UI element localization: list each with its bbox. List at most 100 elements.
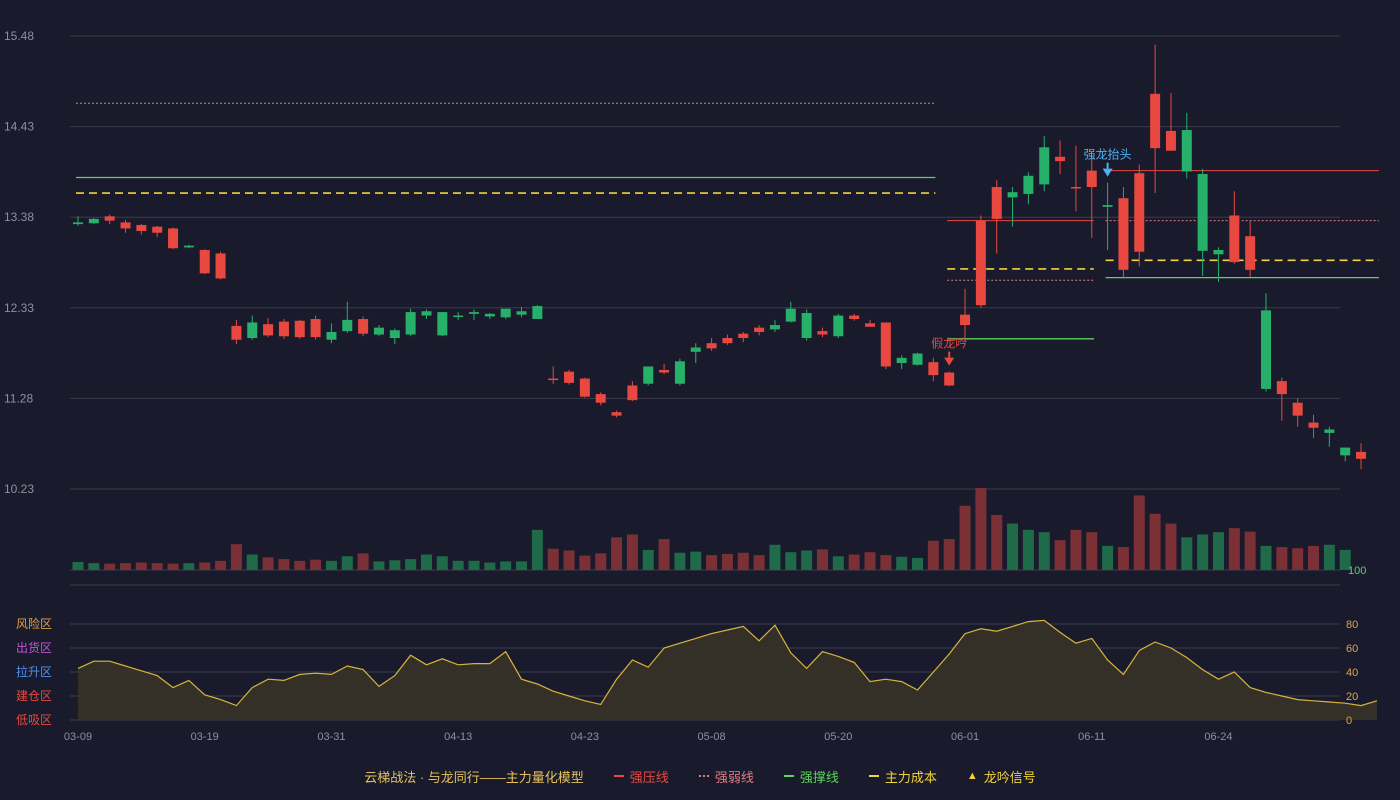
candle-body (104, 216, 115, 221)
candle-body (991, 187, 1002, 219)
candle-body (1229, 215, 1240, 263)
price-tick-label: 13.38 (4, 210, 34, 224)
candle-body (215, 253, 226, 279)
volume-axis-label: 100 (1348, 565, 1366, 577)
candle-body (975, 220, 986, 306)
axis-labels: 15.48 14.43 13.38 12.33 11.28 10.23 80 风险区 60 出货区… (4, 29, 1366, 743)
candle-body (1197, 174, 1208, 251)
volume-bar (706, 555, 718, 570)
candle-body (627, 385, 638, 401)
volume-bar (88, 563, 100, 570)
candle-body (1276, 381, 1287, 395)
legend-cost-swatch (868, 775, 879, 777)
candle-body (1023, 175, 1034, 194)
oscillator-tick-label: 40 (1346, 667, 1358, 679)
candle-body (896, 357, 907, 364)
volume-bar (1181, 537, 1193, 570)
candle-body (643, 366, 654, 384)
candle-body (199, 249, 210, 274)
volume-bar (563, 550, 575, 570)
volume-bar (1102, 545, 1114, 570)
candle-body (880, 322, 891, 367)
candle-body (120, 222, 131, 229)
candle-body (183, 245, 194, 248)
oscillator-area (78, 620, 1377, 720)
candle-body (532, 306, 543, 320)
volume-bar (896, 556, 908, 570)
candle-body (849, 315, 860, 320)
oscillator-zone-label: 拉升区 (16, 664, 52, 679)
volume-bar (230, 544, 242, 570)
candle-body (1150, 93, 1161, 149)
candle-body (754, 327, 765, 332)
legend-item-resist: 强压线 (613, 767, 669, 786)
volume-bar (183, 563, 195, 570)
indicator-lines (76, 102, 1379, 340)
candle-body (136, 224, 147, 232)
volume-bar (943, 539, 955, 570)
volume-bar (864, 552, 876, 570)
volume-bar (1070, 529, 1082, 570)
volume-bar (690, 551, 702, 570)
legend-item-cost: 主力成本 (868, 767, 937, 786)
candle-body (564, 371, 575, 383)
legend-label: 龙吟信号 (983, 769, 1036, 785)
oscillator-tick-label: 80 (1346, 619, 1358, 631)
candle-body (358, 319, 369, 334)
candle-body (437, 312, 448, 336)
volume-bar (801, 550, 813, 570)
legend-support-swatch (783, 775, 794, 777)
candle-body (342, 319, 353, 332)
signal-label: 假龙吟 (931, 336, 967, 351)
volume-bar (1086, 532, 1098, 570)
volume-bar (167, 563, 179, 570)
volume-bar (595, 553, 607, 570)
volume-bar (1038, 532, 1050, 570)
volume-bar (1117, 547, 1129, 570)
volume-bar (880, 555, 892, 570)
candle-body (1070, 187, 1081, 189)
volume-bar (151, 563, 163, 570)
volume-bar (674, 552, 686, 570)
volume-bar (531, 529, 543, 570)
volume-bar (912, 557, 924, 570)
volume-bar (1339, 549, 1351, 570)
volume-bar (310, 559, 322, 570)
volume-bar (1228, 528, 1240, 570)
volume-bar (991, 514, 1003, 570)
candle-body (690, 347, 701, 352)
legend-label: 强压线 (629, 769, 669, 785)
volume-bar (341, 556, 353, 570)
candles (73, 44, 1367, 470)
volume-bar (72, 561, 84, 570)
oscillator-panel (77, 619, 1378, 720)
x-tick-label: 03-19 (191, 731, 219, 743)
price-tick-label: 10.23 (4, 482, 34, 496)
volume-bar (658, 539, 670, 570)
oscillator-zone-label: 低吸区 (16, 713, 52, 727)
oscillator-zone-label: 出货区 (16, 640, 52, 655)
volume-bar (468, 560, 480, 570)
x-tick-label: 03-31 (317, 731, 345, 743)
candle-body (168, 228, 179, 249)
volume-bar (135, 562, 147, 570)
legend-weak-swatch (698, 775, 709, 777)
volume-bar (452, 560, 464, 570)
volume-bar (753, 555, 765, 570)
oscillator-zone-label: 风险区 (16, 616, 52, 631)
price-tick-label: 14.43 (4, 120, 34, 134)
volume-bar (1165, 523, 1177, 570)
signals: 假龙吟 强龙抬头 (931, 148, 1132, 366)
volume-bar (1133, 495, 1145, 570)
chart-legend: 云梯战法 · 与龙同行——主力量化模型 强压线 强弱线 强撑线 主力成本 ▲ 龙… (0, 766, 1400, 786)
volume-bar (832, 556, 844, 570)
candle-body (817, 331, 828, 335)
candle-body (389, 330, 400, 338)
candle-body (722, 338, 733, 344)
volume-bar (484, 562, 496, 570)
candle-body (231, 325, 242, 340)
candle-body (912, 353, 923, 365)
candle-body (674, 361, 685, 384)
volume-bar (199, 562, 211, 570)
